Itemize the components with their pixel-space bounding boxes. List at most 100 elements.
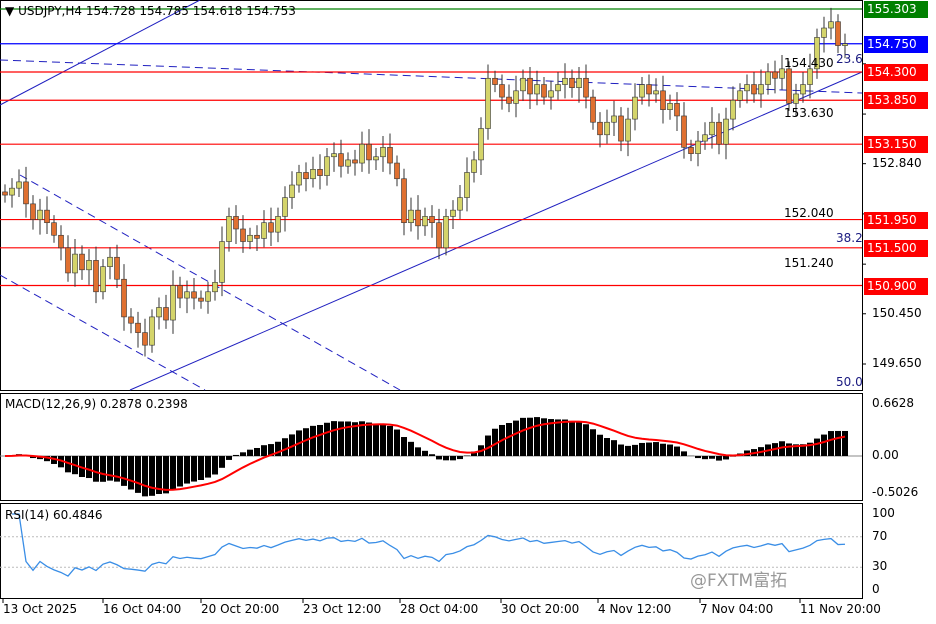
- candle[interactable]: [471, 151, 477, 183]
- candle[interactable]: [128, 308, 134, 334]
- symbol-header[interactable]: ▼ USDJPY,H4 154.728 154.785 154.618 154.…: [5, 4, 296, 18]
- candle[interactable]: [296, 164, 302, 193]
- candle[interactable]: [205, 281, 211, 314]
- candle[interactable]: [352, 149, 358, 176]
- candle[interactable]: [156, 297, 162, 330]
- candle[interactable]: [506, 84, 512, 113]
- candle[interactable]: [240, 215, 246, 253]
- candle[interactable]: [716, 113, 722, 155]
- candle[interactable]: [793, 83, 799, 116]
- channel-upper-dashed[interactable]: [19, 174, 401, 391]
- candle[interactable]: [737, 83, 743, 108]
- candle[interactable]: [2, 184, 8, 203]
- candle[interactable]: [387, 133, 393, 175]
- candle[interactable]: [16, 169, 22, 197]
- candle[interactable]: [310, 156, 316, 188]
- channel-lower-dashed[interactable]: [0, 274, 206, 391]
- candle[interactable]: [303, 162, 309, 192]
- candle[interactable]: [275, 207, 281, 243]
- candle[interactable]: [373, 147, 379, 170]
- trendline-support[interactable]: [129, 71, 863, 391]
- candle[interactable]: [611, 100, 617, 137]
- candle[interactable]: [765, 63, 771, 95]
- candle[interactable]: [401, 168, 407, 236]
- candle[interactable]: [177, 276, 183, 309]
- candle[interactable]: [695, 131, 701, 167]
- candle[interactable]: [44, 196, 50, 235]
- candle[interactable]: [359, 131, 365, 172]
- candle[interactable]: [681, 102, 687, 159]
- candle[interactable]: [744, 74, 750, 104]
- candle[interactable]: [583, 64, 589, 109]
- candle[interactable]: [674, 92, 680, 132]
- candle[interactable]: [597, 112, 603, 148]
- candle[interactable]: [86, 249, 92, 285]
- candle[interactable]: [51, 215, 57, 243]
- candle[interactable]: [541, 77, 547, 105]
- candle[interactable]: [646, 74, 652, 107]
- candle[interactable]: [464, 157, 470, 212]
- candle[interactable]: [835, 14, 841, 54]
- candle[interactable]: [709, 107, 715, 149]
- candle[interactable]: [142, 318, 148, 357]
- candle[interactable]: [58, 225, 64, 261]
- trendline-dashed-resistance[interactable]: [0, 59, 863, 94]
- candle[interactable]: [429, 205, 435, 238]
- candle[interactable]: [702, 122, 708, 150]
- candle[interactable]: [779, 55, 785, 90]
- candle[interactable]: [842, 33, 848, 59]
- candle[interactable]: [254, 225, 260, 251]
- candle[interactable]: [499, 74, 505, 110]
- candle[interactable]: [786, 61, 792, 111]
- candle[interactable]: [72, 239, 78, 287]
- candle[interactable]: [212, 269, 218, 301]
- candle[interactable]: [758, 69, 764, 108]
- candle[interactable]: [590, 89, 596, 130]
- candle[interactable]: [100, 259, 106, 300]
- candle[interactable]: [751, 71, 757, 103]
- candle[interactable]: [653, 78, 659, 103]
- candle[interactable]: [562, 63, 568, 99]
- candle[interactable]: [30, 195, 36, 230]
- candle[interactable]: [436, 208, 442, 260]
- candle[interactable]: [366, 129, 372, 174]
- trendline-upper[interactable]: [0, 0, 201, 106]
- candle[interactable]: [422, 207, 428, 236]
- candle[interactable]: [527, 66, 533, 110]
- candle[interactable]: [604, 109, 610, 144]
- candle[interactable]: [828, 7, 834, 40]
- candle[interactable]: [800, 71, 806, 103]
- candle[interactable]: [457, 185, 463, 219]
- candle[interactable]: [23, 166, 29, 218]
- candle[interactable]: [107, 247, 113, 280]
- candle[interactable]: [261, 210, 267, 248]
- candle[interactable]: [807, 53, 813, 99]
- candle[interactable]: [268, 207, 274, 246]
- candle[interactable]: [772, 60, 778, 94]
- candle[interactable]: [233, 205, 239, 245]
- candle[interactable]: [345, 152, 351, 174]
- candle[interactable]: [555, 71, 561, 100]
- candle[interactable]: [149, 309, 155, 353]
- candle[interactable]: [618, 107, 624, 152]
- candle[interactable]: [170, 270, 176, 334]
- dropdown-triangle-icon[interactable]: ▼: [5, 4, 15, 18]
- candle[interactable]: [485, 64, 491, 140]
- candle[interactable]: [415, 195, 421, 240]
- candle[interactable]: [443, 208, 449, 256]
- candle[interactable]: [520, 69, 526, 101]
- candle[interactable]: [184, 280, 190, 314]
- candle[interactable]: [114, 244, 120, 289]
- candle[interactable]: [534, 70, 540, 106]
- candle[interactable]: [548, 80, 554, 110]
- candle[interactable]: [198, 290, 204, 309]
- candle[interactable]: [394, 155, 400, 187]
- candle[interactable]: [492, 70, 498, 93]
- candle[interactable]: [247, 227, 253, 250]
- candle[interactable]: [324, 147, 330, 186]
- candle[interactable]: [163, 294, 169, 329]
- candle[interactable]: [191, 277, 197, 310]
- candle[interactable]: [219, 226, 225, 297]
- candle[interactable]: [723, 107, 729, 160]
